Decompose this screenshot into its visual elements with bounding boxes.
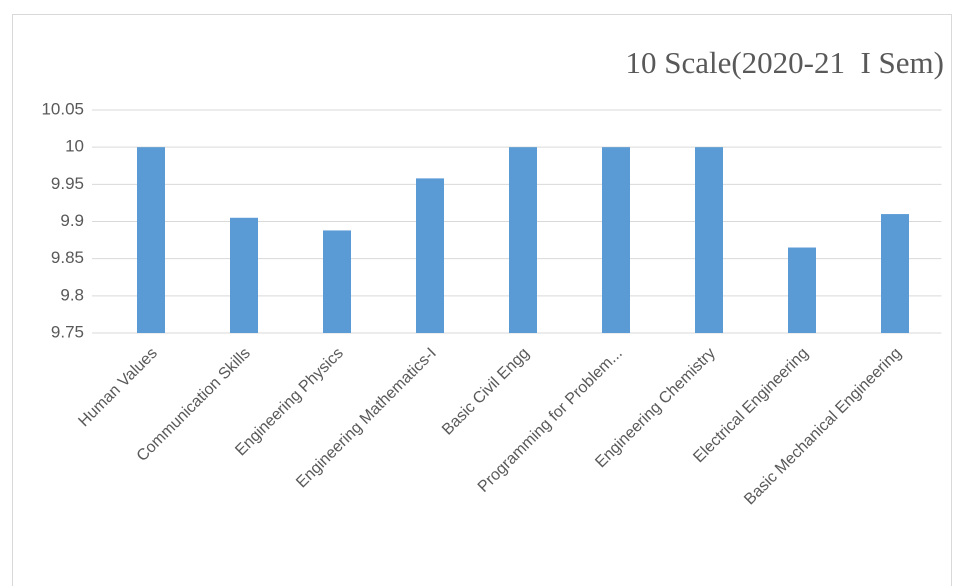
bar (230, 217, 258, 333)
bar (323, 230, 351, 333)
y-tick-label: 10.05 (41, 99, 84, 118)
bar (788, 247, 816, 333)
bar (881, 214, 909, 333)
bar (509, 147, 537, 333)
y-tick-label: 9.9 (60, 211, 84, 230)
y-tick-label: 9.75 (51, 322, 84, 341)
bar (416, 178, 444, 333)
y-tick-label: 9.95 (51, 174, 84, 193)
y-tick-label: 9.8 (60, 285, 84, 304)
y-tick-label: 10 (65, 137, 84, 156)
chart-title: 10 Scale(2020-21 I Sem) (625, 45, 944, 80)
y-tick-label: 9.85 (51, 248, 84, 267)
bar (695, 147, 723, 333)
bar (602, 147, 630, 333)
bar (137, 147, 165, 333)
